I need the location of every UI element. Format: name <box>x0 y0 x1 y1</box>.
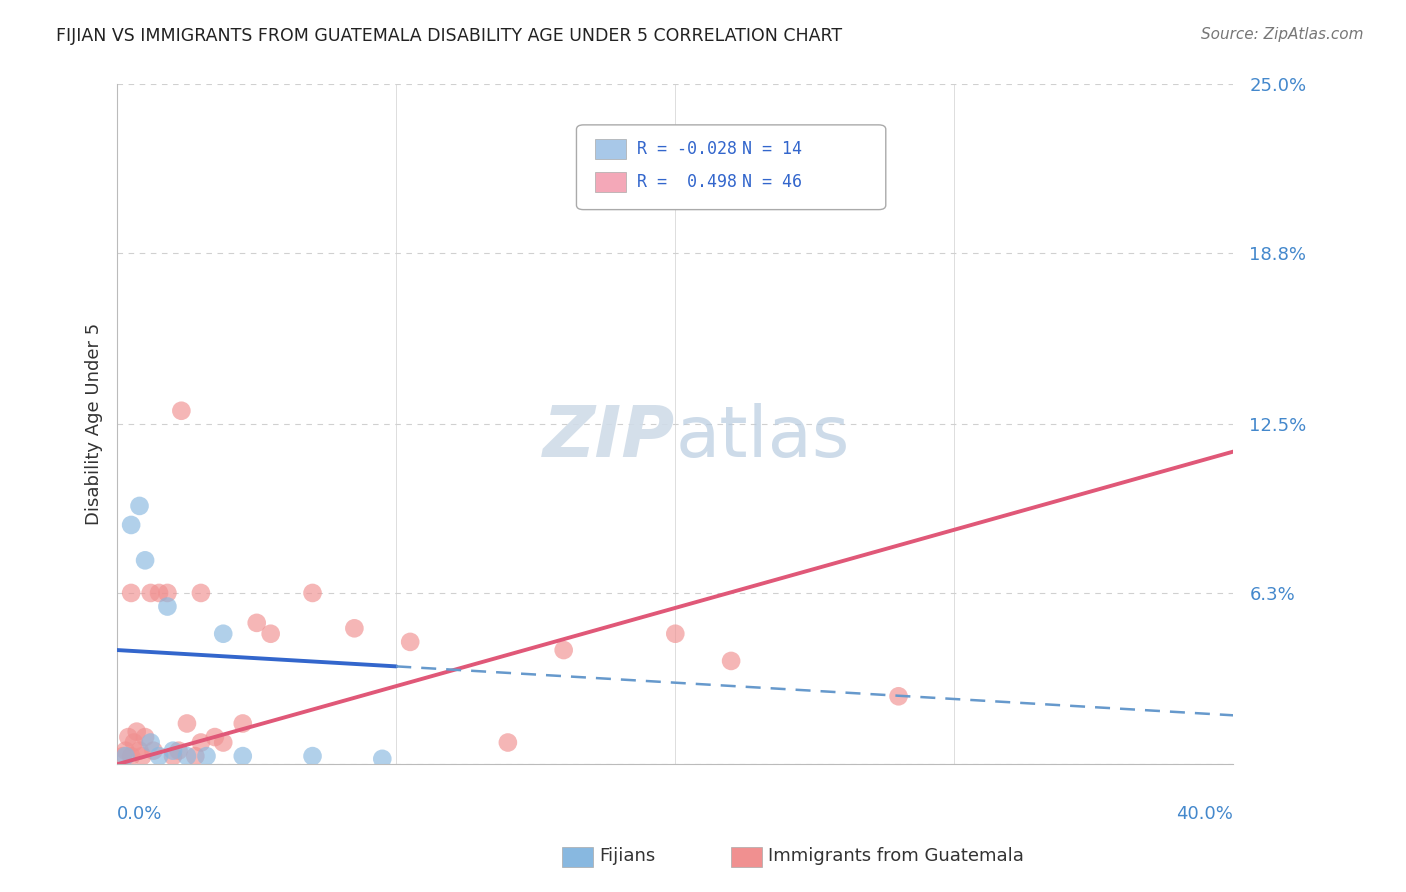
Point <box>120 749 142 764</box>
Point <box>720 654 742 668</box>
Point <box>162 749 184 764</box>
Point <box>496 735 519 749</box>
Text: R = -0.028: R = -0.028 <box>637 140 737 158</box>
Point <box>184 749 207 764</box>
Point <box>232 749 254 764</box>
Point <box>120 586 142 600</box>
Point <box>156 599 179 614</box>
Point <box>301 586 323 600</box>
Point <box>246 615 269 630</box>
Point <box>114 744 136 758</box>
Point <box>212 735 235 749</box>
Text: FIJIAN VS IMMIGRANTS FROM GUATEMALA DISABILITY AGE UNDER 5 CORRELATION CHART: FIJIAN VS IMMIGRANTS FROM GUATEMALA DISA… <box>56 27 842 45</box>
Point <box>122 735 145 749</box>
Point <box>190 735 212 749</box>
Point <box>887 690 910 704</box>
Point <box>120 518 142 533</box>
Text: Source: ZipAtlas.com: Source: ZipAtlas.com <box>1201 27 1364 42</box>
Point <box>804 145 827 160</box>
Point <box>204 730 226 744</box>
Text: R =  0.498: R = 0.498 <box>637 173 737 191</box>
Point <box>142 744 165 758</box>
Point <box>260 626 283 640</box>
Point <box>190 586 212 600</box>
Point <box>128 744 150 758</box>
Point <box>117 730 139 744</box>
Point <box>111 749 134 764</box>
Point <box>664 626 686 640</box>
Point <box>162 744 184 758</box>
Point <box>156 586 179 600</box>
Point <box>167 744 190 758</box>
Point <box>195 749 218 764</box>
Text: N = 14: N = 14 <box>742 140 803 158</box>
Text: atlas: atlas <box>675 403 849 473</box>
Y-axis label: Disability Age Under 5: Disability Age Under 5 <box>86 323 103 525</box>
Point <box>399 635 422 649</box>
Point <box>134 553 156 567</box>
Point <box>212 626 235 640</box>
Text: 0.0%: 0.0% <box>117 805 163 823</box>
Point <box>301 749 323 764</box>
Point <box>148 749 170 764</box>
Point <box>128 499 150 513</box>
Point <box>170 403 193 417</box>
Point <box>131 749 153 764</box>
Point <box>134 730 156 744</box>
Text: Immigrants from Guatemala: Immigrants from Guatemala <box>768 847 1024 865</box>
Point <box>176 749 198 764</box>
Point <box>148 586 170 600</box>
Point <box>139 735 162 749</box>
Text: ZIP: ZIP <box>543 403 675 473</box>
Point <box>371 752 394 766</box>
Point <box>125 724 148 739</box>
Point <box>114 749 136 764</box>
Text: N = 46: N = 46 <box>742 173 803 191</box>
Point <box>343 621 366 635</box>
Text: Fijians: Fijians <box>599 847 655 865</box>
Point <box>553 643 575 657</box>
Text: 40.0%: 40.0% <box>1177 805 1233 823</box>
Point <box>232 716 254 731</box>
Point <box>176 716 198 731</box>
Point <box>139 586 162 600</box>
